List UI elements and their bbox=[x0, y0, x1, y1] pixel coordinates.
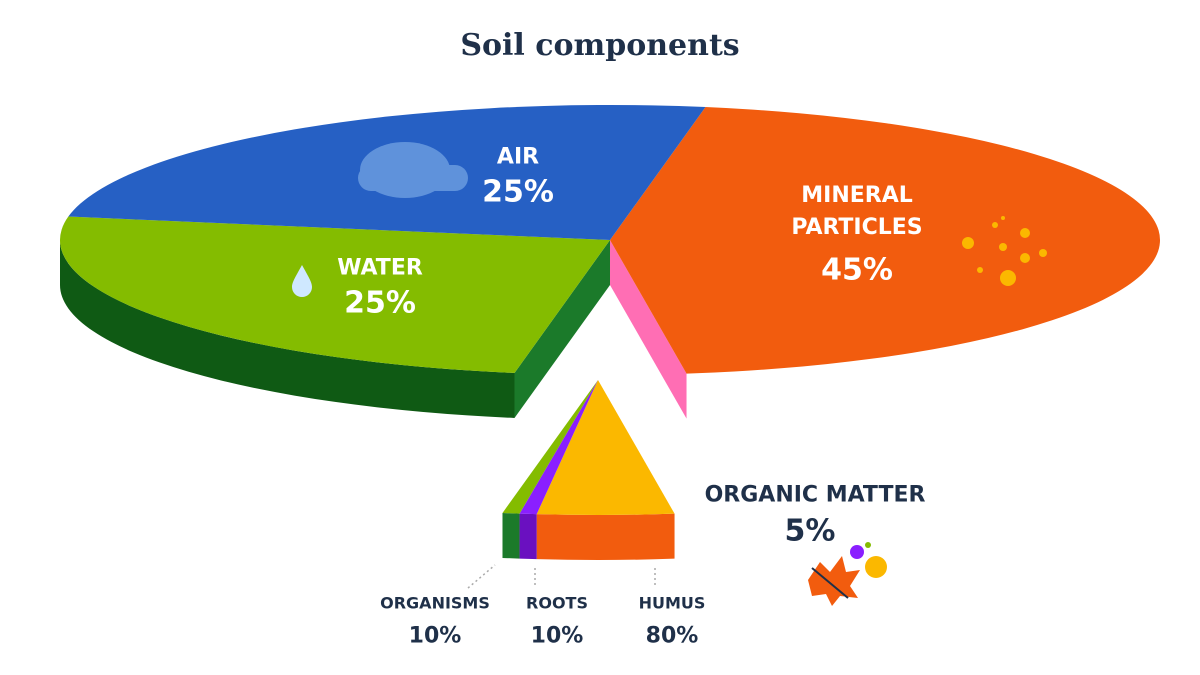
category-label: MINERAL PARTICLES bbox=[791, 183, 923, 240]
value-label: 10% bbox=[530, 623, 584, 649]
value-label: 25% bbox=[482, 174, 554, 210]
category-label: ORGANIC MATTER bbox=[704, 482, 926, 508]
slice-face bbox=[514, 240, 610, 418]
sub-slice bbox=[502, 380, 598, 514]
leaf-icon bbox=[808, 542, 887, 606]
value-label: 45% bbox=[821, 252, 893, 288]
pie bbox=[60, 105, 1160, 561]
category-label: AIR bbox=[496, 144, 540, 170]
slice bbox=[610, 107, 1160, 374]
sub-slice bbox=[519, 380, 598, 515]
value-label: 80% bbox=[645, 623, 699, 649]
category-label: HUMUS bbox=[638, 593, 706, 613]
chart-title: Soil components bbox=[460, 28, 740, 63]
slice bbox=[60, 216, 611, 373]
value-label: 10% bbox=[408, 623, 462, 649]
category-label: WATER bbox=[337, 255, 423, 281]
sub-slice-side bbox=[536, 513, 675, 561]
drop-icon bbox=[292, 265, 312, 297]
cloud-icon bbox=[358, 142, 468, 198]
particle-icons bbox=[962, 216, 1047, 286]
value-label: 25% bbox=[344, 285, 416, 321]
sub-slice bbox=[536, 380, 675, 516]
category-label: ROOTS bbox=[526, 593, 588, 613]
slice-face bbox=[610, 240, 687, 419]
value-label: 5% bbox=[784, 513, 836, 549]
sub-slice-side bbox=[502, 512, 520, 559]
slice-side bbox=[60, 240, 515, 418]
sub-slice-side bbox=[519, 513, 537, 560]
decorations bbox=[292, 142, 1047, 606]
pointer-lines bbox=[467, 564, 656, 589]
category-label: ORGANISMS bbox=[380, 593, 490, 613]
